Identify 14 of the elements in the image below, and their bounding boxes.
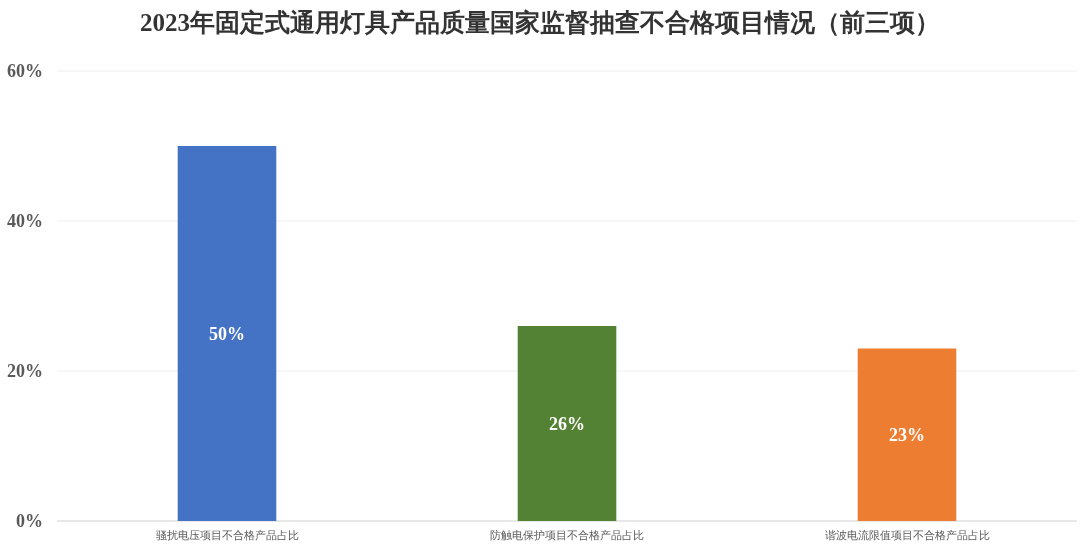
x-tick-label: 防触电保护项目不合格产品占比 — [490, 529, 644, 541]
y-tick-label: 0% — [16, 511, 43, 531]
y-tick-label: 40% — [7, 211, 43, 231]
chart-title: 2023年固定式通用灯具产品质量国家监督抽查不合格项目情况（前三项） — [140, 8, 940, 36]
bar — [517, 326, 617, 521]
data-label: 50% — [209, 323, 245, 344]
y-tick-label: 20% — [7, 361, 43, 381]
bar — [857, 348, 957, 521]
bar — [177, 146, 277, 521]
x-tick-label: 骚扰电压项目不合格产品占比 — [155, 529, 299, 541]
data-label: 23% — [889, 424, 925, 445]
data-label: 26% — [549, 413, 585, 434]
x-tick-label: 谐波电流限值项目不合格产品占比 — [824, 529, 990, 541]
y-tick-label: 60% — [7, 61, 43, 81]
